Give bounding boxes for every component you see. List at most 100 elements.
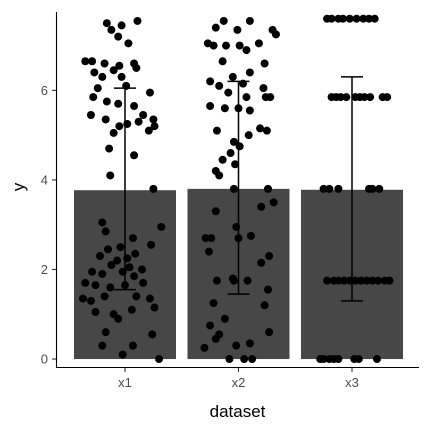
point-x1 [105,144,114,153]
point-x1 [109,128,118,137]
x-tick-label-x3: x3 [345,375,359,390]
point-x1 [117,21,126,30]
point-x2 [264,184,273,193]
point-x2 [200,343,209,352]
point-x2 [206,102,215,111]
point-x1 [130,272,139,281]
point-x1 [91,281,100,290]
point-x1 [117,72,126,81]
point-x1 [106,283,115,292]
point-x1 [98,218,107,227]
point-x2 [265,252,274,261]
point-x2 [207,234,216,243]
point-x2 [220,104,229,113]
point-x1 [155,355,164,364]
point-x2 [209,299,218,308]
point-x1 [145,294,154,303]
point-x2 [209,41,218,50]
point-x1 [139,278,148,287]
point-x3 [342,93,351,102]
point-x2 [248,355,257,364]
point-x3 [340,276,349,285]
point-x2 [240,355,249,364]
point-x1 [149,115,158,124]
point-x1 [157,222,166,231]
point-x3 [354,355,363,364]
point-x2 [245,106,254,115]
point-x2 [211,207,220,216]
point-x3 [357,276,366,285]
point-x1 [86,296,95,305]
point-x3 [319,184,328,193]
point-x2 [218,57,227,66]
point-x1 [130,151,139,160]
y-tick-label: 4 [41,172,48,187]
point-x3 [385,276,394,285]
point-x1 [102,19,111,28]
point-x3 [334,276,343,285]
point-x1 [98,341,107,350]
point-x1 [101,227,110,236]
point-x3 [327,14,336,23]
point-x2 [244,131,253,140]
point-x2 [204,247,213,256]
point-x1 [114,314,123,323]
point-x2 [260,301,269,310]
x-ticks: x1 x2 x3 [118,368,359,390]
point-x1 [132,292,141,301]
x-tick-label-x1: x1 [118,375,132,390]
point-x1 [134,117,143,126]
point-x2 [246,231,255,240]
y-ticks: 0 2 4 6 [41,83,56,367]
point-x1 [127,305,136,314]
point-x2 [225,355,234,364]
point-x1 [149,184,158,193]
point-x1 [107,25,116,34]
point-x2 [212,126,221,135]
point-x1 [128,341,137,350]
point-x3 [334,184,343,193]
point-x3 [368,276,377,285]
point-x2 [233,25,242,34]
point-x1 [132,63,141,72]
point-x1 [91,308,100,317]
point-x2 [245,16,254,25]
point-x2 [235,142,244,151]
point-x1 [147,240,156,249]
point-x1 [100,292,109,301]
point-x1 [114,99,123,108]
point-x2 [229,137,238,146]
point-x1 [114,32,123,41]
point-x1 [100,59,109,68]
point-x1 [101,328,110,337]
point-x1 [106,171,115,180]
point-x1 [115,122,124,131]
point-x3 [365,14,374,23]
point-x2 [245,68,254,77]
point-x3 [368,184,377,193]
point-x2 [259,84,268,93]
point-x2 [211,23,220,32]
point-x2 [224,88,233,97]
point-x1 [133,16,142,25]
point-x2 [220,314,229,323]
point-x2 [229,184,238,193]
point-x1 [138,265,147,274]
point-x1 [102,97,111,106]
point-x2 [201,234,210,243]
point-x2 [243,276,252,285]
axes-layer [55,12,419,369]
x-axis-title: dataset [210,402,266,421]
point-x2 [212,276,221,285]
point-x1 [131,249,140,258]
point-x2 [226,149,235,158]
point-x1 [88,267,97,276]
point-x1 [81,57,90,66]
point-x3 [352,14,361,23]
point-x3 [366,93,375,102]
point-x2 [256,124,265,133]
point-x2 [219,16,228,25]
point-x2 [215,81,224,90]
point-x3 [374,276,383,285]
point-x1 [107,261,116,270]
